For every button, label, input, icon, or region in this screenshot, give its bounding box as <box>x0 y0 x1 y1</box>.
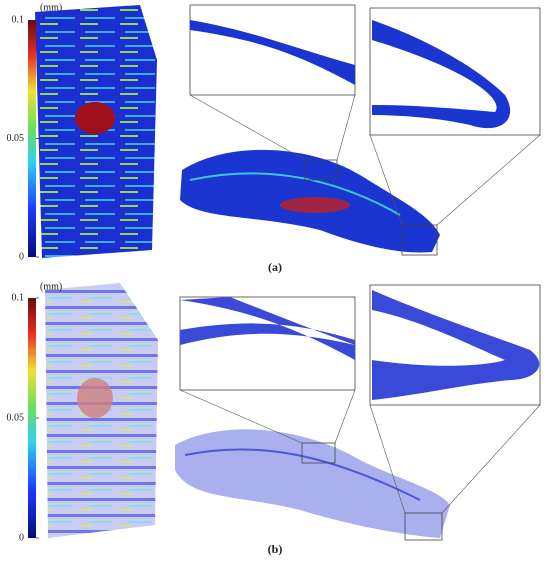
inset-box <box>301 442 336 464</box>
colorbar-tick-label: 0.1 <box>12 292 25 303</box>
band-cloud <box>175 429 450 538</box>
connector <box>189 94 306 161</box>
colorbar-unit: (mm) <box>40 2 62 13</box>
connector <box>179 389 303 444</box>
defect <box>280 197 350 213</box>
zoom-box <box>369 7 541 136</box>
zoom-cloud <box>372 290 540 400</box>
inset-box <box>404 512 443 541</box>
colorbar-tick-label: 0.05 <box>7 133 25 144</box>
zoom-cloud <box>372 20 511 129</box>
connector <box>369 134 403 226</box>
colorbar <box>28 298 36 538</box>
zoom-cloud <box>190 20 355 85</box>
band-streak <box>189 172 401 216</box>
colorbar-tick-label: 0.05 <box>7 412 25 423</box>
defect <box>75 102 115 134</box>
colorbar-unit: (mm) <box>40 281 62 292</box>
connector <box>336 94 356 161</box>
panel-a: (mm) (a) <box>28 2 541 274</box>
connector <box>436 134 541 226</box>
connector <box>334 389 356 444</box>
panel-b: (mm) (b) <box>28 281 541 556</box>
defect <box>77 378 113 418</box>
inset-box <box>401 224 438 256</box>
zoom-cloud <box>180 297 355 360</box>
colorbar-tick-label: 0.1 <box>12 14 25 25</box>
connector <box>369 404 406 514</box>
inset-box <box>304 159 338 181</box>
panel-label: (b) <box>268 542 283 556</box>
colorbar <box>28 20 36 257</box>
panel-label: (a) <box>268 260 282 274</box>
colorbar-tick-label: 0 <box>19 532 24 543</box>
zoom-box <box>369 284 541 406</box>
connector <box>441 404 541 514</box>
zoom-box <box>189 4 356 96</box>
band-streak <box>184 448 421 501</box>
colorbar-tick-label: 0 <box>19 251 24 262</box>
